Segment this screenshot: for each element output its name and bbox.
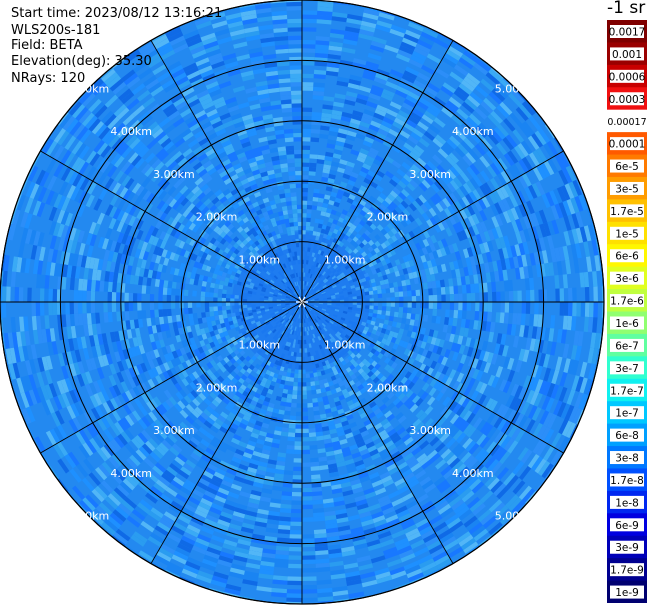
colorbar-tick-label: 1e-8	[615, 497, 639, 509]
colorbar-label-box	[610, 428, 644, 442]
range-label: 3.00km	[409, 168, 451, 181]
colorbar-label-box	[610, 451, 644, 465]
colorbar-label-box	[610, 585, 644, 599]
range-label: 2.00km	[196, 211, 238, 224]
azimuth-spoke	[301, 150, 564, 303]
colorbar-tick-label: 6e-7	[615, 340, 639, 352]
colorbar-tick-label: 1e-5	[615, 228, 639, 240]
colorbar-tick-label: 3e-9	[615, 542, 639, 554]
colorbar-tick-label: 1.7e-9	[610, 565, 644, 577]
azimuth-spoke	[301, 40, 454, 303]
colorbar-label-box	[610, 25, 644, 38]
range-label: 4.00km	[110, 125, 152, 138]
colorbar-label-box	[610, 271, 644, 285]
range-label: 4.00km	[110, 467, 152, 480]
azimuth-spoke	[40, 150, 303, 303]
colorbar-label-box	[610, 47, 644, 61]
colorbar-label-box	[610, 540, 644, 554]
colorbar-label-box	[610, 563, 644, 577]
colorbar-tick-label: 0.0006	[609, 71, 646, 83]
range-label: 5.00km	[495, 510, 537, 523]
colorbar-label-box	[610, 406, 644, 420]
ppi-plot: 1.00km 1.00km 1.00km 1.00km 2.00km 2.00km 2.00…	[0, 0, 605, 605]
colorbar-tick-label: 0.00017	[607, 117, 646, 128]
colorbar-tick-label: 1e-6	[615, 318, 639, 330]
colorbar-tick-label: 1e-7	[615, 408, 639, 420]
range-label: 5.00km	[495, 82, 537, 95]
colorbar-tick-label: 1.7e-8	[610, 475, 644, 487]
range-label: 3.00km	[153, 168, 195, 181]
colorbar-label-box	[610, 294, 644, 308]
range-label: 4.00km	[452, 467, 494, 480]
azimuth-spoke	[150, 40, 303, 303]
colorbar-label-box	[610, 159, 644, 173]
azimuth-spoke	[301, 301, 564, 454]
colorbar-label-box	[610, 338, 644, 352]
colorbar-tick-label: 6e-9	[615, 520, 639, 532]
colorbar-label-box	[610, 518, 644, 532]
range-label: 1.00km	[324, 253, 366, 266]
range-label: 2.00km	[367, 381, 409, 394]
colorbar-label-box	[610, 473, 644, 487]
colorbar-tick-label: 1e-9	[615, 587, 639, 599]
colorbar-tick-label: 6e-5	[615, 161, 639, 173]
colorbar-tick-label: 0.0001	[609, 139, 646, 151]
colorbar-label-box	[610, 181, 644, 195]
colorbar-tick-label: 1.7e-5	[610, 206, 644, 218]
colorbar-label-box	[610, 92, 644, 106]
range-label: 5.00km	[68, 510, 110, 523]
range-label: 5.00km	[68, 82, 110, 95]
colorbar-tick-label: 3e-6	[615, 273, 639, 285]
range-label: 3.00km	[409, 424, 451, 437]
center-marker	[298, 296, 303, 303]
colorbar-tick-label: 6e-6	[615, 251, 639, 263]
colorbar-tick-label: 0.001	[612, 49, 642, 61]
colorbar-label-box	[610, 316, 644, 330]
colorbar-label-box	[610, 495, 644, 509]
azimuth-spoke	[301, 301, 454, 564]
instrument-label: WLS200s-181	[11, 23, 101, 38]
nrays-label: NRays: 120	[11, 71, 86, 86]
colorbar-label-box	[610, 204, 644, 218]
colorbar-label-box	[610, 383, 644, 397]
colorbar-label-box	[610, 137, 644, 151]
colorbar-label-box	[610, 249, 644, 263]
colorbar-label-box	[610, 69, 644, 83]
range-label: 1.00km	[239, 339, 281, 352]
colorbar-label-box	[610, 226, 644, 240]
colorbar-tick-label: 0.0003	[609, 94, 646, 106]
colorbar-label-box	[610, 114, 644, 128]
azimuth-spoke	[150, 301, 303, 564]
range-label: 4.00km	[452, 125, 494, 138]
range-label: 1.00km	[324, 339, 366, 352]
colorbar-tick-label: 0.0017	[609, 27, 646, 39]
start-time-label: Start time: 2023/08/12 13:16:21	[11, 6, 223, 21]
colorbar-tick-label: 1.7e-7	[610, 385, 644, 397]
colorbar-tick-label: 3e-5	[615, 183, 639, 195]
colorbar-tick-label: 6e-8	[615, 430, 639, 442]
colorbar-tick-label: 3e-8	[615, 453, 639, 465]
colorbar-tick-label: 1.7e-6	[610, 296, 644, 308]
colorbar-tick-label: 3e-7	[615, 363, 639, 375]
colorbar-unit: -1 sr	[607, 0, 646, 18]
range-label: 3.00km	[153, 424, 195, 437]
azimuth-spoke	[40, 301, 303, 454]
field-label: Field: BETA	[11, 38, 83, 53]
colorbar: 0.0017 0.001 0.0006 0.0003 0.00017 0.0001 6e-5…	[607, 20, 647, 603]
range-label: 2.00km	[196, 381, 238, 394]
range-label: 1.00km	[239, 253, 281, 266]
elevation-label: Elevation(deg): 35.30	[11, 54, 152, 69]
range-label: 2.00km	[367, 211, 409, 224]
colorbar-label-box	[610, 361, 644, 375]
